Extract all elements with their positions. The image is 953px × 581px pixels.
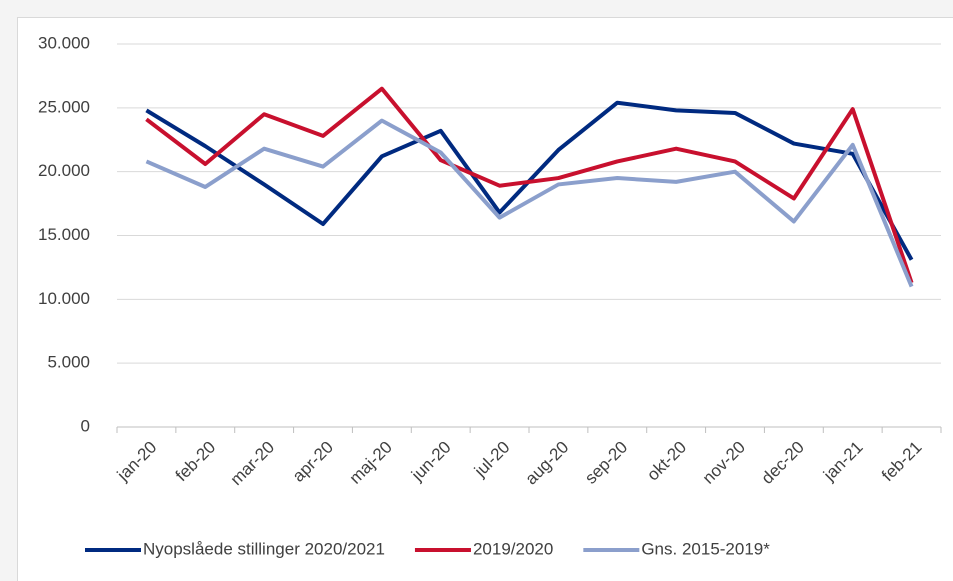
- y-tick-label: 5.000: [47, 353, 90, 372]
- legend-label: 2019/2020: [473, 539, 553, 558]
- y-tick-label: 30.000: [38, 33, 90, 52]
- series-line: [145, 86, 914, 284]
- y-tick-label: 10.000: [38, 289, 90, 308]
- y-tick-label: 20.000: [38, 161, 90, 180]
- y-tick-label: 25.000: [38, 97, 90, 116]
- series-line: [145, 118, 914, 288]
- legend-label: Gns. 2015-2019*: [641, 539, 770, 558]
- y-tick-label: 0: [81, 416, 90, 435]
- y-tick-label: 15.000: [38, 225, 90, 244]
- legend-label: Nyopslåede stillinger 2020/2021: [143, 539, 385, 558]
